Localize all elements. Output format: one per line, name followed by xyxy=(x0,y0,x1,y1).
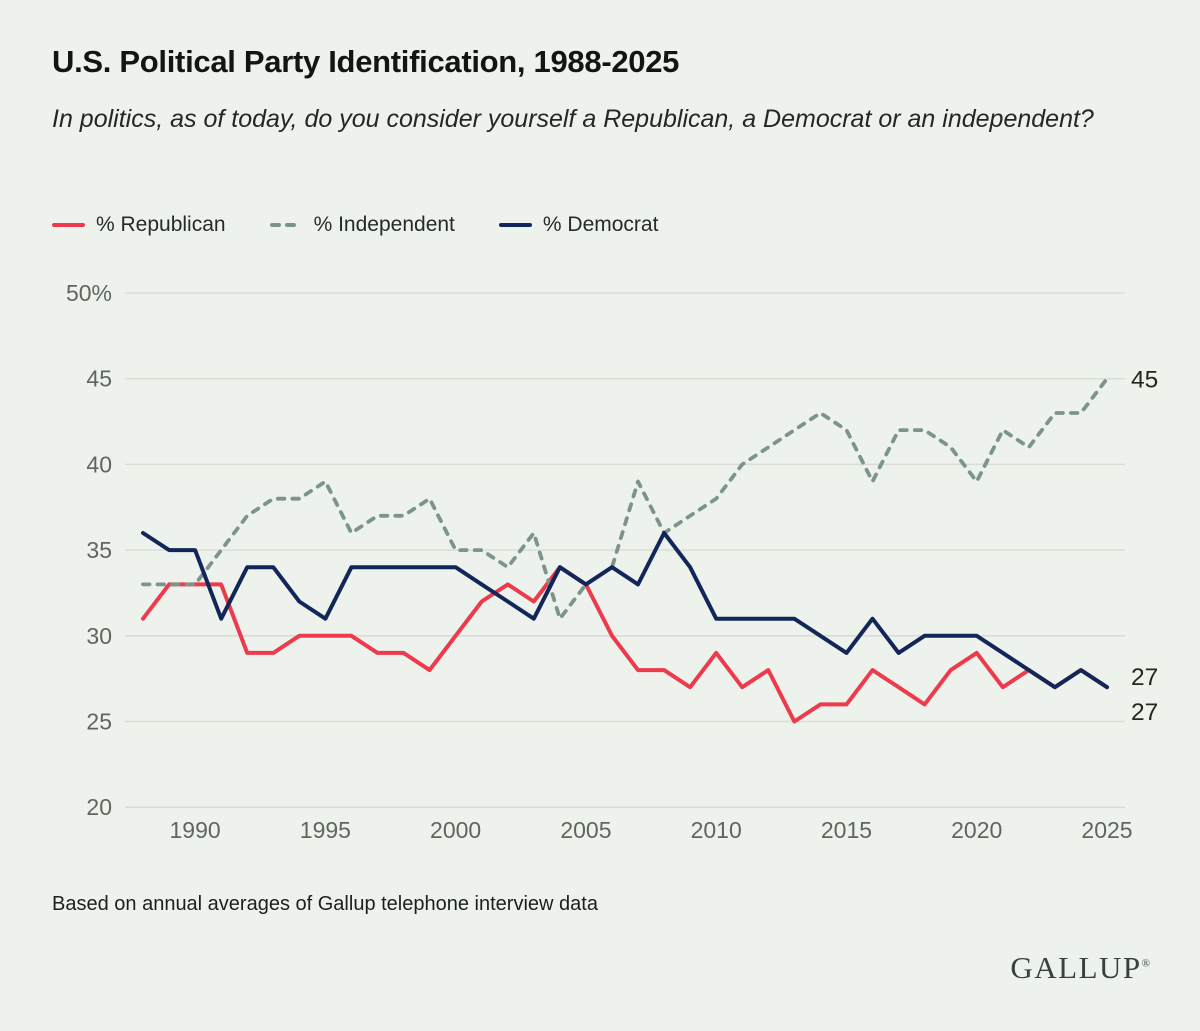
x-tick-label: 1995 xyxy=(300,817,351,843)
x-tick-label: 2000 xyxy=(430,817,481,843)
end-value-label: 27 xyxy=(1131,664,1158,691)
y-tick-label: 25 xyxy=(86,709,112,735)
legend-item-democrat: % Democrat xyxy=(498,213,659,237)
legend-label-independent: % Independent xyxy=(313,213,455,236)
x-tick-label: 1990 xyxy=(170,817,221,843)
legend-item-republican: % Republican xyxy=(52,213,226,237)
series-line-republican xyxy=(141,565,1109,724)
legend-item-independent: % Independent xyxy=(269,213,455,237)
end-value-label: 45 xyxy=(1131,367,1158,394)
chart-subtitle-question: In politics, as of today, do you conside… xyxy=(52,105,1094,133)
x-tick-label: 2025 xyxy=(1081,817,1132,843)
y-tick-label: 20 xyxy=(86,794,112,820)
legend-label-democrat: % Democrat xyxy=(542,213,659,236)
chart-legend: % Republican % Independent % Democrat xyxy=(52,213,658,237)
chart-footnote: Based on annual averages of Gallup telep… xyxy=(52,893,598,915)
series-line-democrat xyxy=(141,531,1109,690)
y-tick-label: 45 xyxy=(86,366,112,392)
series-line-independent xyxy=(141,376,1109,621)
democrat-line-swatch-icon xyxy=(498,223,532,227)
republican-line-swatch-icon xyxy=(52,223,85,227)
x-tick-label: 2020 xyxy=(951,817,1002,843)
y-tick-label: 40 xyxy=(86,451,112,477)
legend-label-republican: % Republican xyxy=(96,213,226,236)
gallup-logo: GALLUP® xyxy=(1010,950,1150,985)
end-value-label: 27 xyxy=(1131,699,1158,726)
x-tick-label: 2010 xyxy=(691,817,742,843)
independent-dashed-line-swatch-icon xyxy=(269,223,303,227)
page-title: U.S. Political Party Identification, 198… xyxy=(52,44,680,79)
y-tick-label: 50% xyxy=(66,280,112,306)
x-tick-label: 2015 xyxy=(821,817,872,843)
registered-trademark-icon: ® xyxy=(1141,957,1150,970)
y-tick-label: 35 xyxy=(86,537,112,563)
y-tick-label: 30 xyxy=(86,623,112,649)
x-tick-label: 2005 xyxy=(560,817,611,843)
line-chart: 20 25 30 35 40 45 50% 1990 1995 2000 2005 2010 2015 2… xyxy=(0,250,1200,870)
